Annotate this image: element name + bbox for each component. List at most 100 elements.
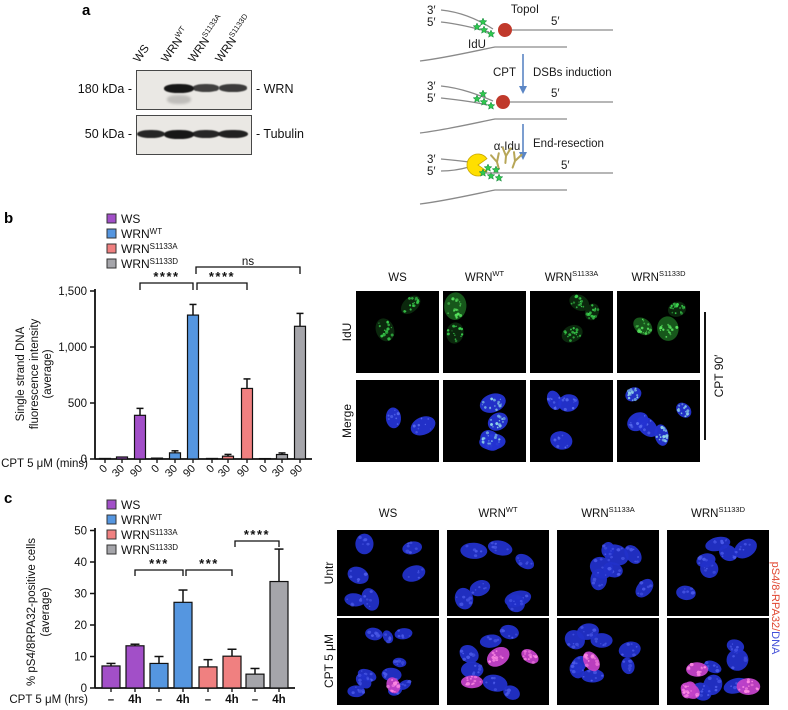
nucleus	[479, 634, 502, 648]
nucleus	[633, 317, 653, 336]
nucleus	[503, 685, 520, 700]
protein-band	[192, 84, 220, 92]
nucleus	[392, 657, 407, 668]
prime5-step3: 5′	[427, 166, 436, 178]
protein-band	[164, 129, 194, 139]
idu-star	[478, 168, 488, 177]
lane-label: WS	[131, 42, 152, 65]
significance-bracket	[234, 540, 280, 547]
lane-label: WRNWT	[159, 24, 188, 65]
micrograph-cell	[667, 530, 769, 616]
nucleus	[499, 624, 519, 640]
x-tick-label: 90	[181, 463, 198, 477]
nucleus	[521, 649, 539, 664]
micrograph-cell	[337, 618, 439, 705]
nucleus	[361, 588, 380, 611]
y-tick-label: 30	[74, 589, 87, 601]
y-tick-label: 0	[81, 454, 87, 466]
nucleus	[624, 545, 642, 564]
micrograph-cell	[447, 530, 549, 616]
nucleus	[569, 661, 585, 679]
nucleus	[564, 630, 585, 650]
nucleus	[734, 538, 757, 559]
nucleus	[355, 533, 374, 555]
nucleus	[546, 390, 562, 411]
legend-label: WRNS1133D	[121, 543, 178, 557]
topoi-circle	[496, 95, 510, 109]
bar	[149, 662, 169, 689]
x-tick-label: 90	[128, 463, 145, 477]
x-tick-label: –	[108, 694, 115, 706]
legend-swatch	[106, 228, 117, 239]
nucleus	[515, 553, 535, 570]
bar	[186, 314, 200, 460]
nucleus	[482, 674, 508, 692]
prime5-step1: 5′	[427, 17, 436, 29]
x-tick-label: 30	[163, 463, 180, 477]
micrograph-cell	[337, 530, 439, 616]
nucleus	[680, 682, 700, 699]
micrograph-column-label: WRNS1133A	[581, 505, 635, 520]
y-tick-label: 50	[74, 526, 87, 538]
significance-label: ****	[209, 269, 235, 284]
micrograph-cell	[447, 618, 549, 705]
idu-star	[491, 165, 501, 174]
nucleus	[402, 541, 423, 555]
y-tick-label: 10	[74, 652, 87, 664]
significance-bracket	[185, 569, 233, 576]
legend-swatch	[106, 258, 117, 269]
cpt-label: CPT	[493, 67, 516, 79]
legend-swatch	[106, 514, 117, 525]
nucleus	[726, 648, 749, 671]
nucleus	[347, 685, 365, 698]
nucleus	[676, 585, 696, 601]
significance-label: ****	[153, 269, 179, 284]
protein-band	[191, 129, 221, 139]
x-axis-label: CPT 5 μM (hrs)	[9, 694, 88, 706]
chart-b-y-axis-label: Single strand DNA fluorescence intensity…	[15, 318, 55, 430]
tubulin-band-label: - Tubulin	[256, 127, 304, 141]
side-label-part: DNA	[769, 631, 781, 655]
micrograph-cell	[557, 618, 659, 705]
bar	[205, 457, 219, 460]
nucleus	[627, 412, 649, 432]
y-tick-label: 20	[74, 620, 87, 632]
bar	[150, 457, 164, 460]
bar	[101, 665, 121, 689]
nucleus	[667, 301, 687, 317]
protein-band	[219, 84, 247, 92]
nucleus	[590, 633, 613, 648]
nucleus	[625, 387, 642, 402]
bar	[245, 673, 265, 689]
micrograph-cell	[617, 380, 700, 462]
nucleus	[460, 542, 488, 559]
bar	[221, 455, 235, 460]
legend-label: WRNS1133A	[121, 242, 178, 256]
micrograph-cell	[443, 380, 526, 462]
y-tick-label: 1,500	[58, 286, 87, 298]
nucleus	[469, 580, 491, 597]
wrn-blot-strip	[136, 70, 252, 110]
nucleus	[344, 593, 365, 607]
nucleus	[487, 540, 513, 556]
micrograph-column-label: WRNS1133D	[690, 505, 745, 520]
legend-swatch	[106, 499, 117, 510]
nucleus	[654, 424, 669, 446]
significance-label: ****	[244, 527, 270, 542]
band-smear	[167, 95, 191, 104]
protein-band	[218, 129, 248, 139]
idu-label: IdU	[468, 39, 486, 51]
micrograph-cell	[530, 380, 613, 462]
significance-label: ***	[149, 556, 169, 571]
nucleus	[676, 402, 692, 418]
nucleus	[589, 556, 614, 579]
significance-bracket	[195, 266, 301, 274]
x-tick-label: 90	[288, 463, 305, 477]
tubulin-blot-strip	[136, 115, 252, 155]
micrograph-cell	[530, 291, 613, 373]
cpt-arrowhead	[519, 86, 527, 94]
marker-50kda: 50 kDa -	[84, 127, 132, 141]
nucleus	[558, 394, 579, 412]
idu-star	[494, 173, 504, 182]
